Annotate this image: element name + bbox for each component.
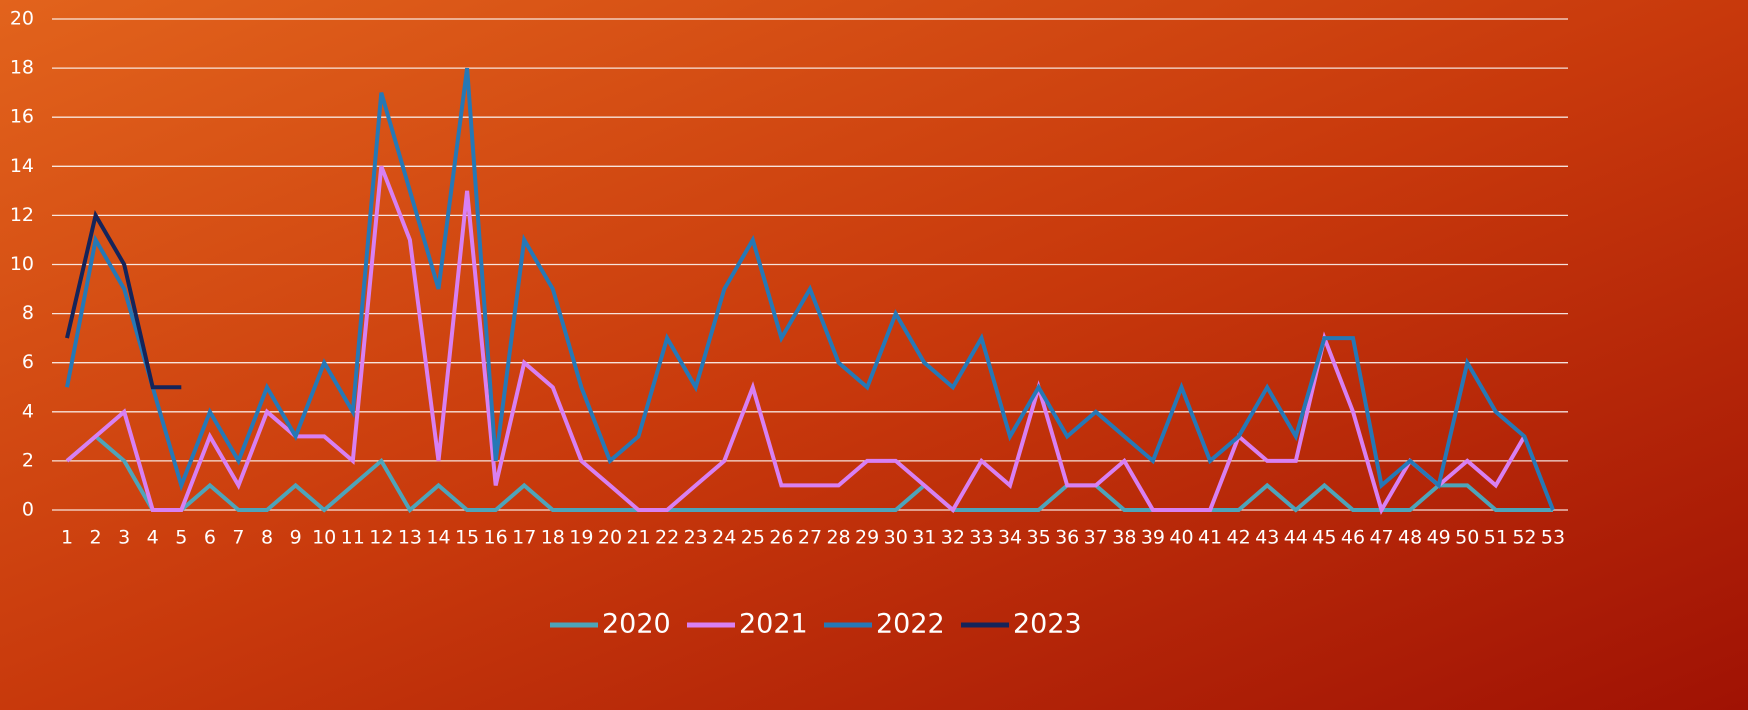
x-tick-label: 23 (684, 527, 708, 549)
x-tick-label: 1 (61, 527, 73, 549)
x-tick-label: 17 (512, 527, 536, 549)
series-line (65, 67, 1555, 511)
x-tick-label: 53 (1541, 527, 1565, 549)
x-tick-label: 25 (741, 527, 765, 549)
x-tick-label: 7 (232, 527, 244, 549)
y-tick-label: 10 (10, 253, 34, 275)
x-tick-label: 11 (341, 527, 365, 549)
x-tick-label: 26 (769, 527, 793, 549)
series-line (65, 433, 1553, 514)
y-tick-label: 2 (22, 449, 34, 471)
x-tick-label: 38 (1112, 527, 1136, 549)
x-tick-label: 50 (1455, 527, 1479, 549)
x-tick-label: 51 (1484, 527, 1508, 549)
x-tick-label: 34 (998, 527, 1022, 549)
x-tick-label: 9 (290, 527, 302, 549)
x-tick-label: 52 (1512, 527, 1536, 549)
x-tick-label: 32 (941, 527, 965, 549)
x-tick-label: 46 (1341, 527, 1365, 549)
y-tick-label: 12 (10, 204, 34, 226)
x-tick-label: 48 (1398, 527, 1422, 549)
x-tick-label: 36 (1055, 527, 1079, 549)
y-tick-label: 16 (10, 106, 34, 128)
y-tick-label: 4 (22, 400, 34, 422)
y-tick-label: 0 (22, 499, 34, 521)
legend-label: 2022 (876, 609, 945, 640)
x-tick-label: 41 (1198, 527, 1222, 549)
x-tick-label: 6 (204, 527, 216, 549)
x-tick-label: 18 (541, 527, 565, 549)
x-tick-label: 22 (655, 527, 679, 549)
y-tick-label: 14 (10, 155, 34, 177)
x-tick-label: 19 (569, 527, 593, 549)
x-tick-label: 10 (312, 527, 336, 549)
x-tick-label: 20 (598, 527, 622, 549)
x-tick-label: 29 (855, 527, 879, 549)
x-tick-label: 39 (1141, 527, 1165, 549)
x-tick-label: 37 (1084, 527, 1108, 549)
legend-label: 2021 (739, 609, 808, 640)
x-tick-label: 27 (798, 527, 822, 549)
x-tick-label: 15 (455, 527, 479, 549)
x-tick-label: 8 (261, 527, 273, 549)
x-tick-label: 21 (626, 527, 650, 549)
x-tick-label: 35 (1027, 527, 1051, 549)
series-line (65, 165, 1527, 516)
series-line (65, 210, 182, 390)
x-tick-label: 33 (969, 527, 993, 549)
x-tick-label: 44 (1284, 527, 1308, 549)
x-tick-label: 28 (826, 527, 850, 549)
x-tick-label: 40 (1169, 527, 1193, 549)
x-tick-label: 12 (369, 527, 393, 549)
x-tick-label: 47 (1369, 527, 1393, 549)
y-tick-label: 8 (22, 302, 34, 324)
x-tick-label: 5 (175, 527, 187, 549)
y-tick-label: 18 (10, 57, 34, 79)
x-tick-label: 2 (90, 527, 102, 549)
x-tick-label: 45 (1312, 527, 1336, 549)
x-tick-label: 43 (1255, 527, 1279, 549)
x-tick-label: 24 (712, 527, 736, 549)
x-tick-label: 42 (1227, 527, 1251, 549)
y-tick-label: 6 (22, 351, 34, 373)
x-tick-label: 16 (484, 527, 508, 549)
y-tick-label: 20 (10, 8, 34, 30)
x-tick-label: 4 (147, 527, 159, 549)
x-tick-label: 49 (1427, 527, 1451, 549)
x-tick-label: 30 (884, 527, 908, 549)
x-tick-label: 14 (426, 527, 450, 549)
legend-label: 2020 (602, 609, 671, 640)
legend-label: 2023 (1013, 609, 1082, 640)
x-tick-label: 3 (118, 527, 130, 549)
x-tick-label: 31 (912, 527, 936, 549)
x-tick-label: 13 (398, 527, 422, 549)
